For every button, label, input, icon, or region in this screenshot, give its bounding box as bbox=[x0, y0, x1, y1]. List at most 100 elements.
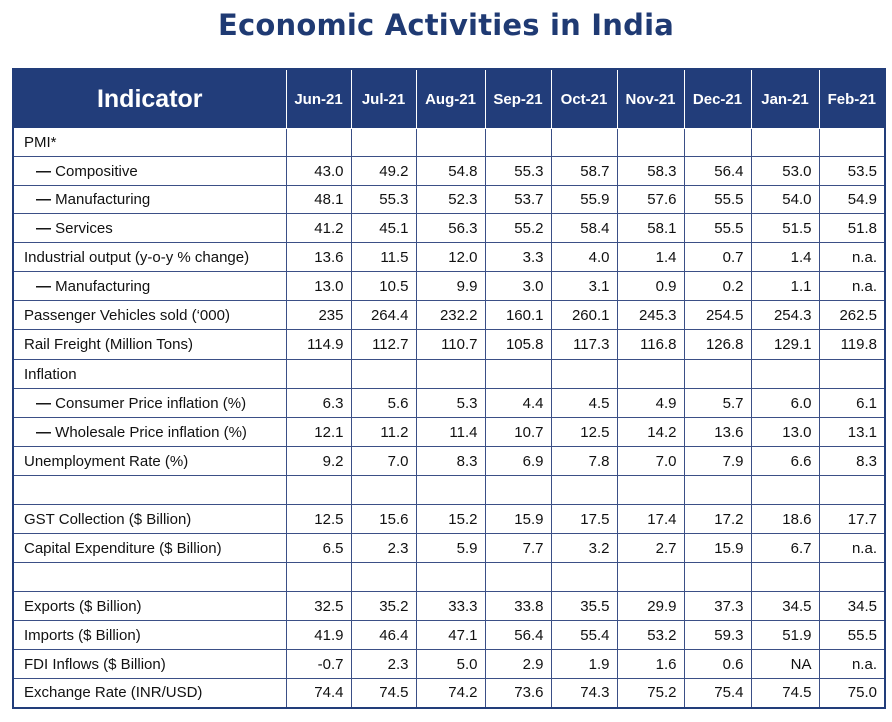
value-cell: 11.4 bbox=[415, 417, 486, 447]
value-cell: n.a. bbox=[818, 242, 886, 272]
value-cell: 53.5 bbox=[818, 156, 886, 186]
value-cell bbox=[683, 562, 752, 592]
value-cell: 17.7 bbox=[818, 504, 886, 534]
row-label: Exports ($ Billion) bbox=[12, 591, 287, 621]
value-cell: 1.4 bbox=[616, 242, 685, 272]
value-cell: 0.9 bbox=[616, 271, 685, 301]
row-label bbox=[12, 562, 287, 592]
value-cell bbox=[484, 128, 552, 157]
value-cell: 6.3 bbox=[285, 388, 352, 418]
value-cell bbox=[484, 562, 552, 592]
row-label-text: PMI* bbox=[24, 134, 57, 151]
month-column-header: Jul-21 bbox=[350, 68, 417, 129]
value-cell bbox=[750, 128, 820, 157]
value-cell: 13.1 bbox=[818, 417, 886, 447]
value-cell: 112.7 bbox=[350, 329, 417, 360]
value-cell: n.a. bbox=[818, 649, 886, 679]
value-cell: 8.3 bbox=[415, 446, 486, 476]
row-label-text: Manufacturing bbox=[55, 191, 151, 208]
value-cell bbox=[415, 128, 486, 157]
value-cell: 7.7 bbox=[484, 533, 552, 563]
value-cell: 55.5 bbox=[683, 213, 752, 243]
value-cell: 5.6 bbox=[350, 388, 417, 418]
table-row: — Manufacturing 13.0 10.5 9.9 3.0 3.1 0.9 0.2 1.… bbox=[12, 271, 886, 301]
value-cell: 7.0 bbox=[350, 446, 417, 476]
value-cell: 34.5 bbox=[818, 591, 886, 621]
value-cell bbox=[818, 128, 886, 157]
value-cell: 35.2 bbox=[350, 591, 417, 621]
value-cell: 74.3 bbox=[550, 678, 618, 708]
table-row: Rail Freight (Million Tons) 114.9 112.7 110… bbox=[12, 329, 886, 360]
row-label-text: Industrial output (y-o-y % change) bbox=[24, 248, 250, 266]
value-cell: 18.6 bbox=[750, 504, 820, 534]
value-cell bbox=[415, 359, 486, 389]
value-cell: 58.7 bbox=[550, 156, 618, 186]
row-label bbox=[12, 475, 287, 505]
row-label-text: FDI Inflows ($ Billion) bbox=[24, 655, 166, 673]
row-label: GST Collection ($ Billion) bbox=[12, 504, 287, 534]
section-row: PMI* bbox=[12, 128, 886, 157]
value-cell: 43.0 bbox=[285, 156, 352, 186]
value-cell bbox=[750, 359, 820, 389]
value-cell: 15.6 bbox=[350, 504, 417, 534]
value-cell: NA bbox=[750, 649, 820, 679]
value-cell: 119.8 bbox=[818, 329, 886, 360]
value-cell: 2.7 bbox=[616, 533, 685, 563]
value-cell: 74.5 bbox=[350, 678, 417, 708]
value-cell: 8.3 bbox=[818, 446, 886, 476]
value-cell: 53.2 bbox=[616, 620, 685, 650]
table-header-row: Indicator Jun-21 Jul-21 Aug-21 Sep-21 Oc… bbox=[12, 68, 886, 129]
value-cell: 9.9 bbox=[415, 271, 486, 301]
value-cell: 51.5 bbox=[750, 213, 820, 243]
value-cell bbox=[350, 562, 417, 592]
value-cell: 56.4 bbox=[683, 156, 752, 186]
row-label-text: Inflation bbox=[24, 365, 77, 383]
value-cell: 74.2 bbox=[415, 678, 486, 708]
month-column-header: Sep-21 bbox=[484, 68, 552, 129]
value-cell: 2.3 bbox=[350, 533, 417, 563]
value-cell: 5.9 bbox=[415, 533, 486, 563]
value-cell: 9.2 bbox=[285, 446, 352, 476]
table-row: Imports ($ Billion) 41.9 46.4 47.1 56.4 55.4 5… bbox=[12, 620, 886, 650]
value-cell: 41.2 bbox=[285, 213, 352, 243]
value-cell: 15.2 bbox=[415, 504, 486, 534]
value-cell: 11.5 bbox=[350, 242, 417, 272]
value-cell: 1.1 bbox=[750, 271, 820, 301]
row-label-text: Compositive bbox=[55, 162, 138, 180]
row-label: — Compositive bbox=[12, 156, 287, 186]
month-column-header: Nov-21 bbox=[616, 68, 685, 129]
value-cell: 262.5 bbox=[818, 300, 886, 330]
month-column-header: Jun-21 bbox=[285, 68, 352, 129]
value-cell: 13.6 bbox=[683, 417, 752, 447]
value-cell: 75.2 bbox=[616, 678, 685, 708]
value-cell: 58.3 bbox=[616, 156, 685, 186]
value-cell: 34.5 bbox=[750, 591, 820, 621]
value-cell: 3.2 bbox=[550, 533, 618, 563]
row-label: PMI* bbox=[12, 128, 287, 157]
table-body: PMI* — Compositive 43.0 49.2 54.8 55.3 58.7 58.… bbox=[12, 128, 886, 708]
value-cell: 55.4 bbox=[550, 620, 618, 650]
value-cell bbox=[616, 128, 685, 157]
value-cell bbox=[350, 128, 417, 157]
row-label: — Wholesale Price inflation (%) bbox=[12, 417, 287, 447]
value-cell: 1.4 bbox=[750, 242, 820, 272]
value-cell bbox=[750, 475, 820, 505]
value-cell: 232.2 bbox=[415, 300, 486, 330]
value-cell: 6.0 bbox=[750, 388, 820, 418]
value-cell bbox=[818, 562, 886, 592]
dash-icon: — bbox=[36, 423, 56, 441]
value-cell: 49.2 bbox=[350, 156, 417, 186]
table-row: — Services 41.2 45.1 56.3 55.2 58.4 58.1 55.5 51… bbox=[12, 213, 886, 243]
table-row: Industrial output (y-o-y % change) 13.6 11… bbox=[12, 242, 886, 272]
row-label-text: Exports ($ Billion) bbox=[24, 597, 142, 615]
row-label: — Services bbox=[12, 213, 287, 243]
value-cell: 0.2 bbox=[683, 271, 752, 301]
value-cell: 41.9 bbox=[285, 620, 352, 650]
value-cell: 12.1 bbox=[285, 417, 352, 447]
value-cell: 14.2 bbox=[616, 417, 685, 447]
value-cell bbox=[616, 562, 685, 592]
value-cell bbox=[550, 128, 618, 157]
table-row: Unemployment Rate (%) 9.2 7.0 8.3 6.9 7.8 7.0 7… bbox=[12, 446, 886, 476]
value-cell: 117.3 bbox=[550, 329, 618, 360]
value-cell: 59.3 bbox=[683, 620, 752, 650]
